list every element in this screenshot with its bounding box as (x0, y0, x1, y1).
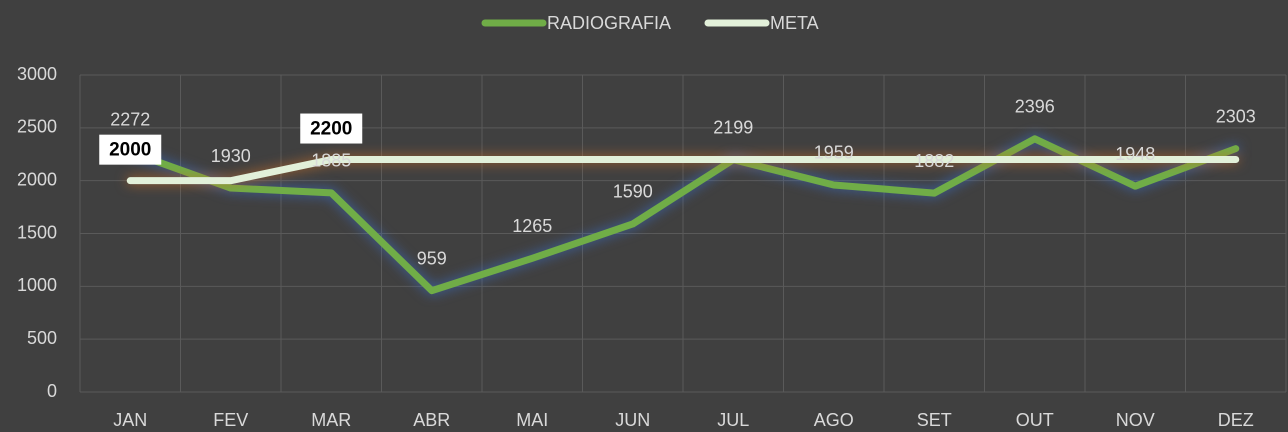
data-label: 1265 (512, 216, 552, 236)
data-label-bg (300, 113, 363, 144)
data-label: 1959 (814, 143, 854, 163)
y-tick-label: 1000 (17, 275, 57, 295)
y-tick-label: 0 (47, 381, 57, 401)
data-label: 1882 (914, 151, 954, 171)
x-tick-label: OUT (1016, 410, 1054, 430)
data-label: 1948 (1115, 144, 1155, 164)
series-line (126, 156, 1240, 185)
x-tick-label: AGO (814, 410, 854, 430)
data-label-box: 2200 (300, 113, 363, 144)
data-label-bg (99, 134, 162, 165)
y-tick-label: 500 (27, 328, 57, 348)
x-tick-label: MAR (311, 410, 351, 430)
data-label: 2303 (1216, 106, 1256, 126)
x-tick-label: NOV (1116, 410, 1155, 430)
x-tick-label: FEV (213, 410, 248, 430)
data-label: 2272 (110, 110, 150, 130)
y-tick-label: 1500 (17, 222, 57, 242)
x-tick-label: JUL (717, 410, 749, 430)
x-tick-label: ABR (413, 410, 450, 430)
x-tick-label: DEZ (1218, 410, 1254, 430)
data-label: 1930 (211, 146, 251, 166)
data-label: 1885 (311, 151, 351, 171)
y-tick-label: 2000 (17, 169, 57, 189)
x-tick-label: JUN (615, 410, 650, 430)
legend-label: META (770, 13, 819, 33)
x-tick-label: JAN (113, 410, 147, 430)
data-label-box: 2000 (99, 134, 162, 165)
y-tick-label: 3000 (17, 64, 57, 84)
data-label: 2200 (310, 119, 352, 140)
data-label: 1590 (613, 182, 653, 202)
data-label: 2199 (713, 117, 753, 137)
series-line (126, 135, 1240, 295)
data-label: 2000 (109, 140, 151, 161)
x-tick-label: MAI (516, 410, 548, 430)
legend-label: RADIOGRAFIA (547, 13, 671, 33)
data-label: 2396 (1015, 97, 1055, 117)
y-tick-label: 2500 (17, 117, 57, 137)
data-label: 959 (417, 248, 447, 268)
x-tick-label: SET (917, 410, 952, 430)
